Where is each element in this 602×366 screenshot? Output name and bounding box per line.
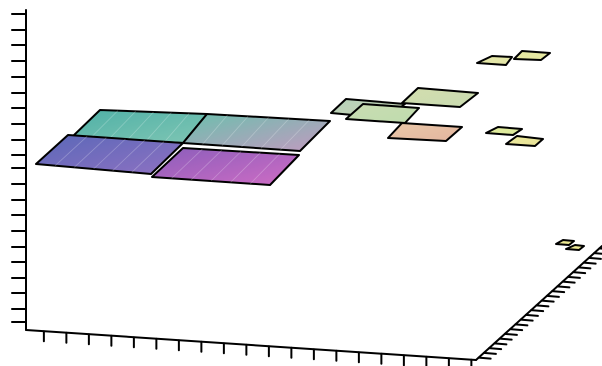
- y-axis-tick: [556, 285, 571, 289]
- tile-mesh-line: [280, 119, 310, 150]
- tile-level4-a: [555, 239, 575, 246]
- tile-mesh-line: [191, 150, 222, 180]
- axes: [11, 9, 602, 366]
- y-axis-tick: [519, 318, 534, 322]
- tile-layer: [35, 50, 585, 251]
- y-axis-tick: [530, 309, 545, 313]
- tile-mesh-line: [241, 117, 269, 148]
- y-axis-tick: [482, 351, 497, 355]
- y-axis-tick: [493, 342, 508, 346]
- y-axis-tick: [503, 332, 518, 336]
- y-axis-tick: [598, 247, 602, 250]
- tile-mesh-line: [230, 152, 261, 183]
- tile-mesh-line: [145, 112, 172, 142]
- y-axis-tick: [566, 275, 581, 279]
- tile-level1-front-left: [35, 134, 184, 175]
- x-axis-line: [25, 329, 477, 361]
- tile-mesh-line: [210, 151, 242, 182]
- y-axis-tick: [551, 290, 566, 294]
- y-axis-tick: [577, 266, 592, 270]
- tile-mesh-line: [93, 138, 126, 170]
- tile-level3-c: [485, 126, 523, 136]
- y-axis-tick: [514, 323, 529, 327]
- y-axis-tick: [488, 347, 503, 351]
- tile-mesh-line: [171, 148, 203, 179]
- y-axis-tick: [540, 299, 555, 303]
- tile-mesh-line: [250, 153, 280, 184]
- tile-level2-b: [401, 87, 479, 108]
- tile-mesh-line: [108, 111, 136, 140]
- tile-level3-b: [513, 50, 551, 61]
- y-axis-tick: [498, 337, 513, 341]
- tile-level1-back-right: [182, 113, 331, 152]
- tile-mesh-line: [54, 136, 88, 166]
- y-axis-line: [475, 245, 602, 361]
- y-axis-tick: [509, 328, 524, 332]
- tile-mesh-line: [260, 118, 290, 149]
- tile-mesh-line: [202, 114, 228, 145]
- tile-level2-d: [387, 122, 463, 142]
- y-axis-tick: [593, 252, 602, 255]
- y-axis-tick: [477, 356, 492, 360]
- tile-mesh-line: [74, 137, 107, 168]
- y-axis-tick: [524, 313, 539, 317]
- tile-mesh-line: [131, 141, 165, 173]
- tile-mesh-line: [112, 140, 145, 171]
- tile-level4-b: [565, 244, 585, 251]
- y-axis-tick: [582, 261, 597, 265]
- tile-mesh-line: [221, 116, 249, 146]
- tile-level3-a: [476, 55, 513, 66]
- y-axis-tick: [545, 294, 560, 298]
- tile-level1-front-right: [151, 147, 300, 186]
- tile-mesh-line: [127, 111, 154, 141]
- tile-mesh-line: [164, 113, 190, 143]
- y-axis-tick: [535, 304, 550, 308]
- tile-level3-d: [505, 135, 544, 147]
- y-axis-tick: [587, 256, 602, 260]
- y-axis-tick: [561, 280, 576, 284]
- tile-mesh-line: [90, 110, 119, 139]
- y-axis-tick: [572, 271, 587, 275]
